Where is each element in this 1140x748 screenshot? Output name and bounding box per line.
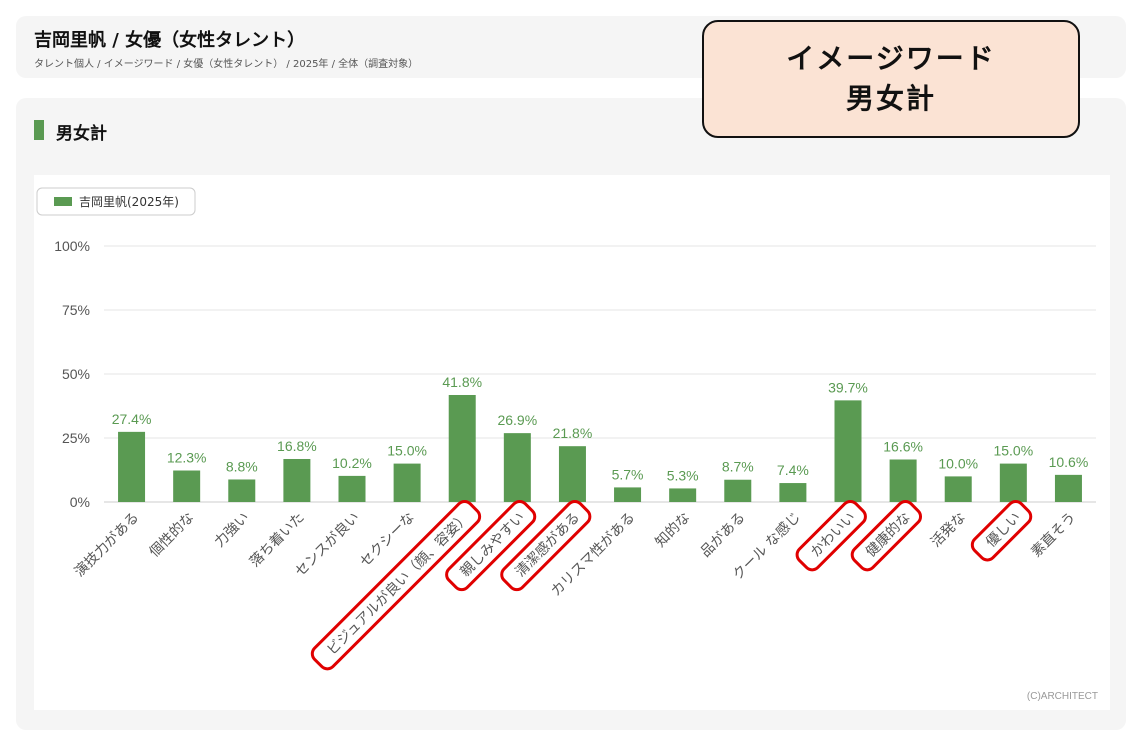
section-title: 男女計 [56,124,107,144]
bar-value-label: 21.8% [553,425,593,441]
y-tick-label: 100% [54,238,90,254]
legend: 吉岡里帆(2025年) [36,187,196,216]
bar [889,459,917,502]
chart-card: 男女計 0% 25% 50% 75% 100% 吉岡里帆(2025年) 27.4% 演技力があ… [16,98,1126,730]
x-tick-label: 個性的な [147,510,198,561]
y-tick-label: 0% [70,494,90,510]
page-title: 吉岡里帆 / 女優（女性タレント） [34,30,306,51]
highlight-box [445,500,537,592]
bar [393,463,421,502]
section-marker [34,120,44,140]
highlight-box [500,500,592,592]
bar [1054,474,1082,502]
bar [118,431,146,502]
bar-value-label: 7.4% [777,462,809,478]
legend-label: 吉岡里帆(2025年) [79,194,179,209]
copyright-text: (C)ARCHITECT [1026,691,1098,702]
callout-line-2: 男女計 [845,82,936,115]
legend-swatch [54,197,72,206]
bar-value-label: 8.8% [226,458,258,474]
bar-value-label: 10.0% [938,455,978,471]
y-tick-label: 75% [62,302,90,318]
bar [944,476,972,502]
bar-value-label: 15.0% [387,443,427,459]
bar-value-label: 5.3% [667,467,699,483]
bar [503,433,531,502]
bar [558,446,586,502]
y-tick-label: 25% [62,430,90,446]
bar [614,487,642,502]
x-tick-label: 優しい [983,510,1024,551]
callout-line-1: イメージワード [786,42,996,75]
bar [228,479,256,502]
bar-value-label: 5.7% [612,466,644,482]
highlight-box [310,500,482,671]
bar [338,475,366,502]
x-tick-label: 知的な [652,509,694,551]
bar-value-label: 27.4% [112,411,152,427]
bar-value-label: 12.3% [167,450,207,466]
bar-value-label: 26.9% [497,412,537,428]
bar-value-label: 8.7% [722,459,754,475]
bar-value-label: 15.0% [993,443,1033,459]
bar-value-label: 39.7% [828,379,868,395]
bar [173,470,201,502]
bar [999,463,1027,502]
bar [834,400,862,502]
bar-value-label: 10.6% [1049,454,1089,470]
highlight-box [795,500,867,572]
bar-chart: 0% 25% 50% 75% 100% 吉岡里帆(2025年) 27.4% 演技力がある 12.… [36,187,1096,671]
x-tick-label: 品がある [698,510,749,561]
x-tick-label: 演技力がある [72,510,143,581]
bar-value-label: 41.8% [442,374,482,390]
chart-area: 0% 25% 50% 75% 100% 吉岡里帆(2025年) 27.4% 演技力がある 12.… [34,175,1110,710]
x-tick-label: 素直そう [1028,509,1080,561]
callout-box: イメージワード 男女計 [702,20,1080,138]
bar [779,483,807,502]
highlight-box [970,500,1033,562]
breadcrumb: タレント個人 / イメージワード / 女優（女性タレント） / 2025年 / … [34,59,419,70]
bar-value-label: 16.8% [277,438,317,454]
bar [669,488,697,502]
bar [283,458,311,502]
highlight-box [850,500,923,572]
x-tick-label: 活発な [928,510,969,551]
bar [448,394,476,502]
x-tick-label: 力強い [212,510,253,551]
legend-box [36,187,196,216]
bar-value-label: 16.6% [883,439,923,455]
y-tick-label: 50% [62,366,90,382]
bar [724,479,752,502]
bar-value-label: 10.2% [332,455,372,471]
